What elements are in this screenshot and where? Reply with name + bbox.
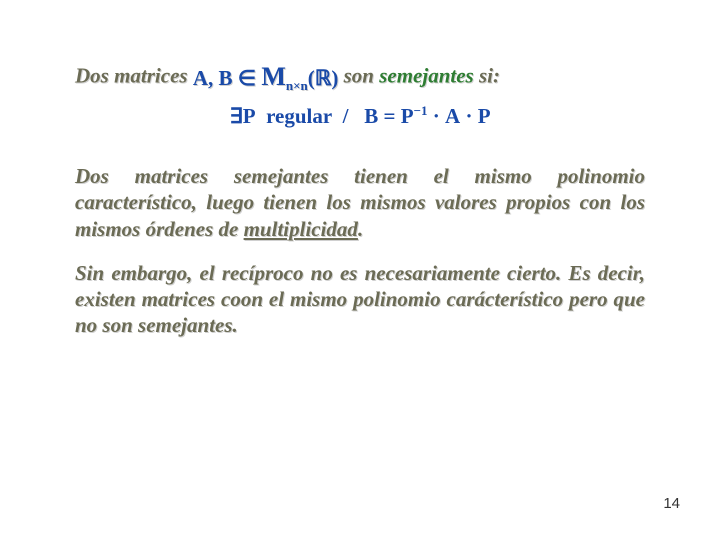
- text-post: si:: [474, 63, 500, 87]
- page-number: 14: [663, 495, 680, 512]
- text-pre: Dos matrices: [75, 63, 193, 87]
- paragraph-property: Dos matrices semejantes tienen el mismo …: [75, 163, 645, 242]
- math-matrices-set: A, B ∈ Mn×n(ℝ): [193, 63, 339, 87]
- definition-intro: Dos matrices A, B ∈ Mn×n(ℝ) son semejant…: [75, 60, 645, 95]
- paragraph-converse: Sin embargo, el recíproco no es necesari…: [75, 260, 645, 339]
- term-semejantes: semejantes: [379, 63, 474, 87]
- text-mid: son: [338, 63, 379, 87]
- definition-formula: ∃P regular / B = P−1 · A · P: [75, 103, 645, 129]
